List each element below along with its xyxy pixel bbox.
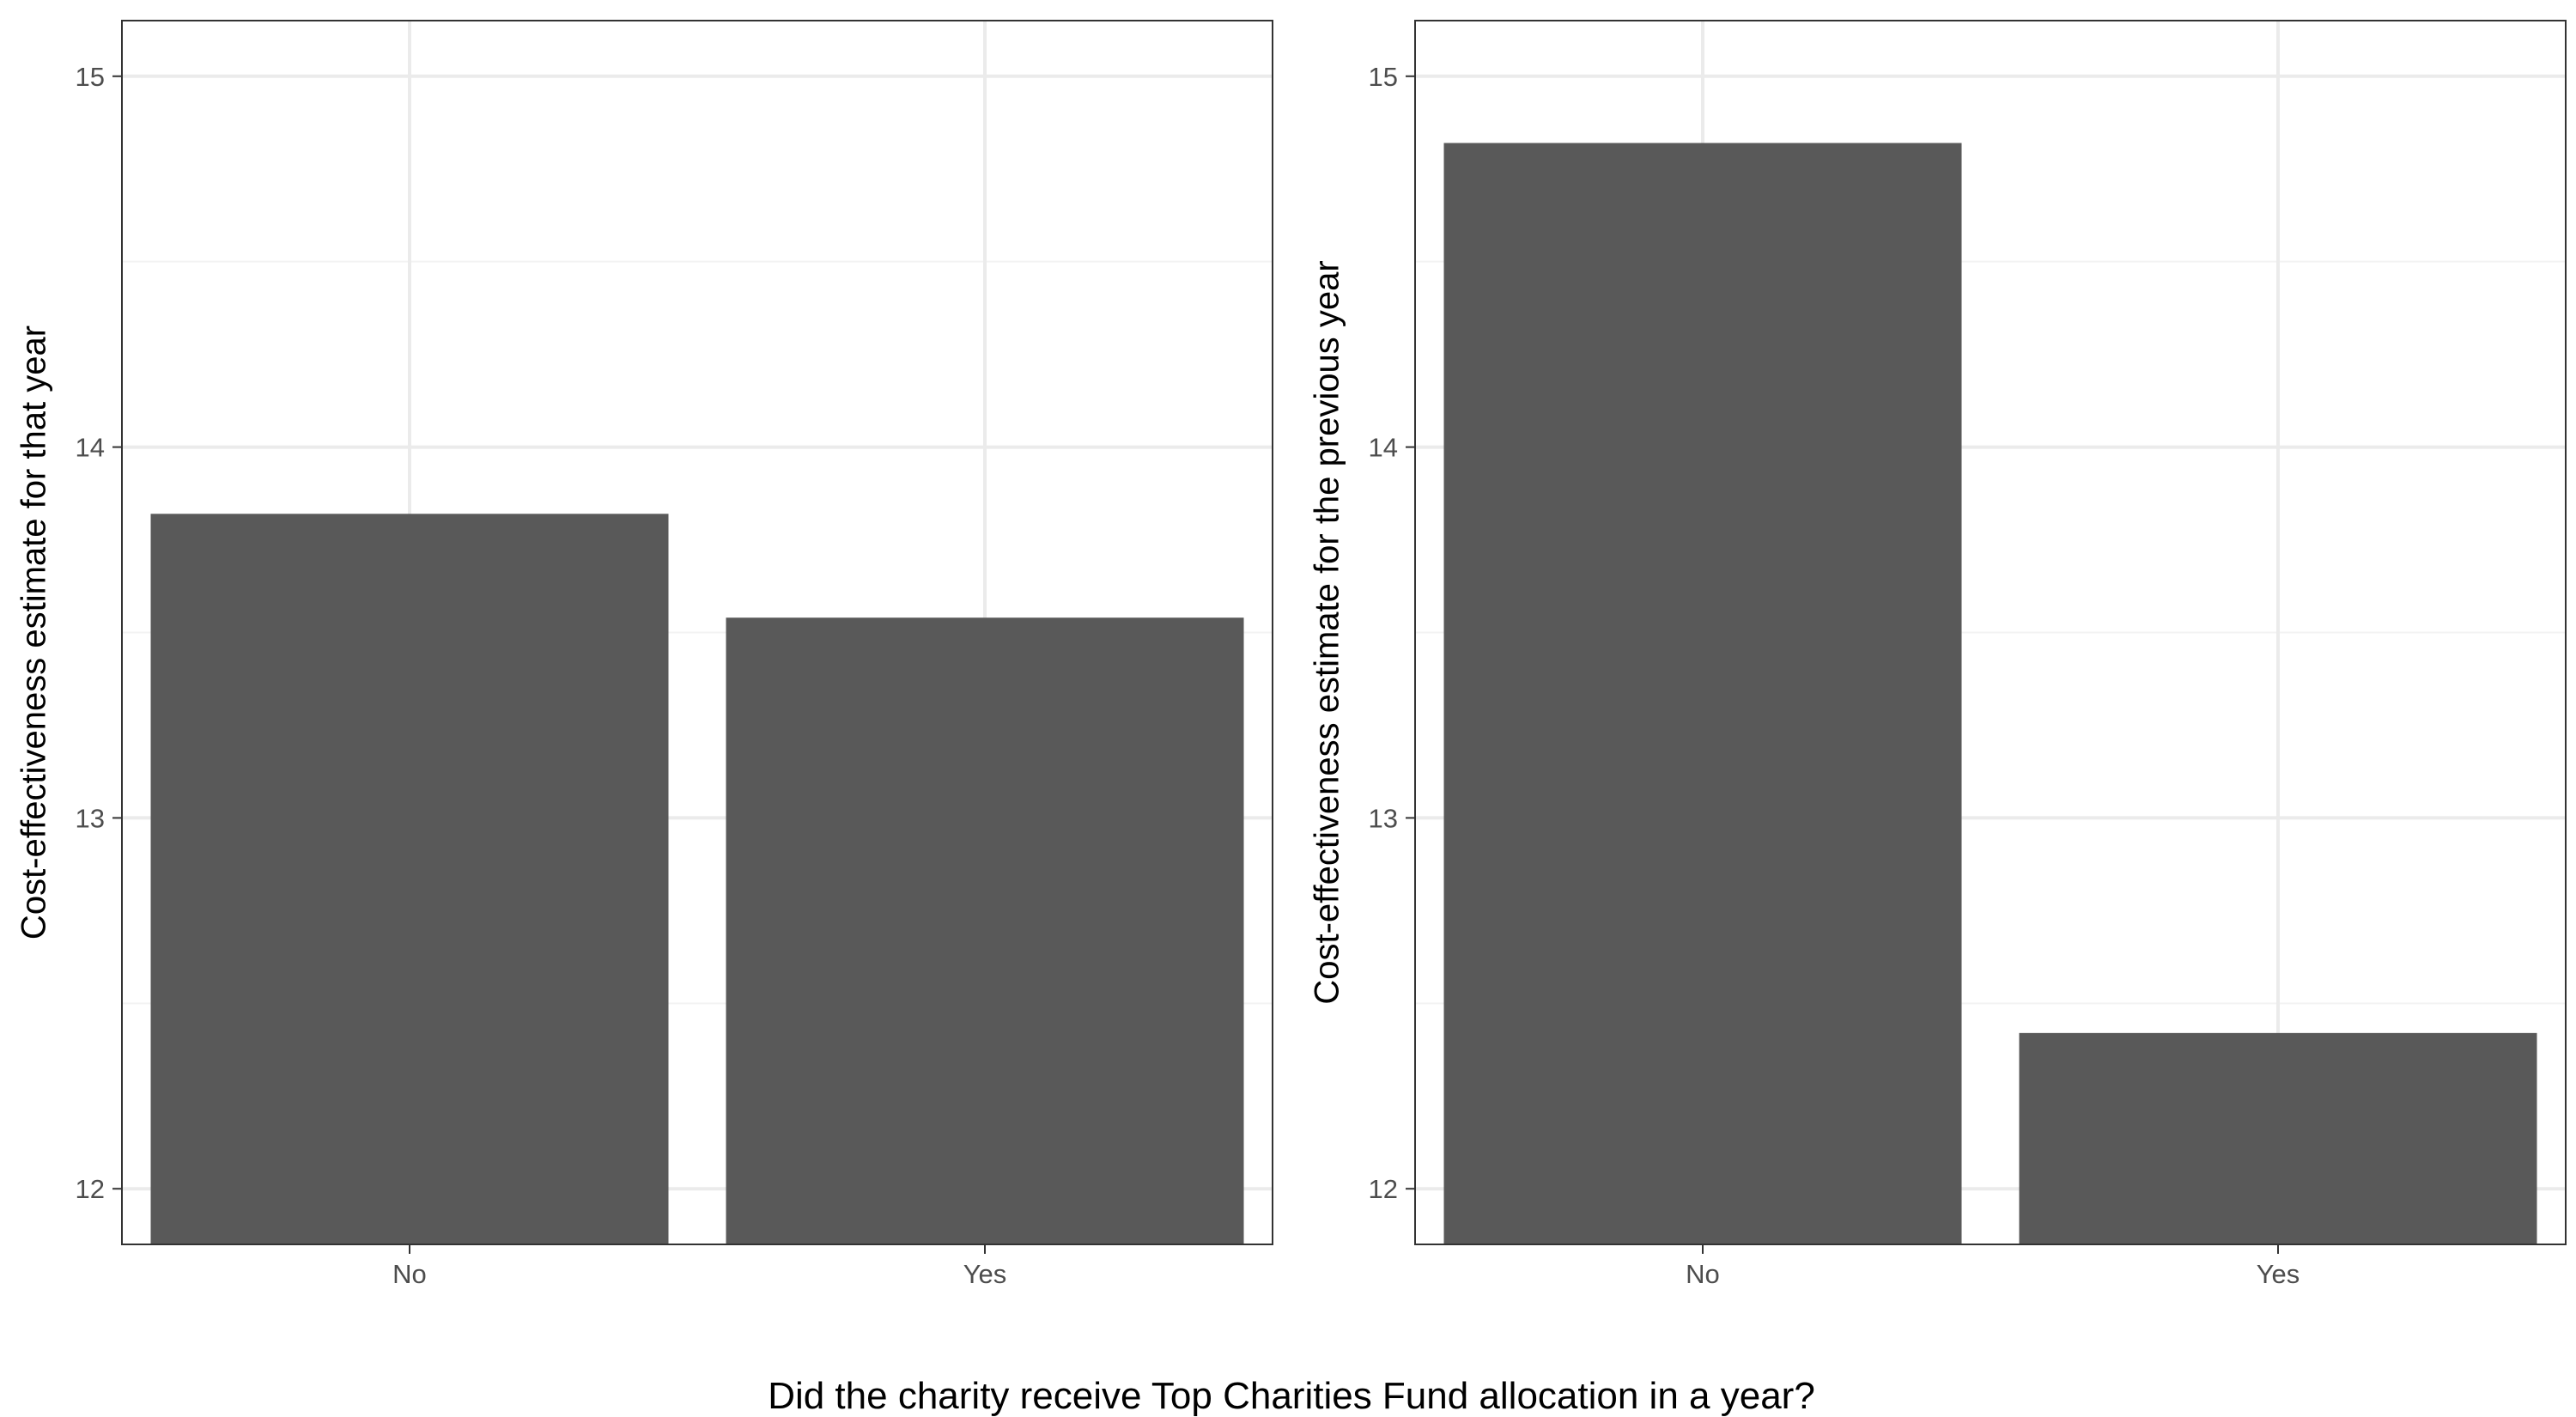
left-bar-no (150, 514, 669, 1244)
left-panel: 12 13 14 15 No Yes Cost-effectiveness estimate… (15, 20, 1273, 1289)
right-bar-yes (2019, 1032, 2537, 1244)
x-axis-caption: Did the charity receive Top Charities Fu… (768, 1375, 1815, 1417)
right-y-tick-label: 15 (1369, 62, 1398, 92)
left-y-tick-label: 14 (76, 433, 105, 463)
right-x-tick-label: Yes (2257, 1259, 2300, 1289)
left-y-tick-label: 15 (76, 62, 105, 92)
right-panel-border (1414, 20, 2567, 1245)
right-x-tick-label: No (1686, 1259, 1720, 1289)
right-y-tick-label: 12 (1369, 1174, 1398, 1204)
right-y-tick-label: 14 (1369, 433, 1398, 463)
left-bar-yes (726, 617, 1244, 1244)
left-x-tick-label: Yes (963, 1259, 1007, 1289)
right-bar-no (1443, 143, 1962, 1244)
left-y-tick-label: 13 (76, 803, 105, 833)
right-panel: 12 13 14 15 No Yes Cost-effectiveness estimate… (1309, 20, 2567, 1289)
left-x-tick-label: No (392, 1259, 427, 1289)
right-y-axis-title: Cost-effectiveness estimate for the prev… (1309, 260, 1346, 1004)
left-y-tick-label: 12 (76, 1174, 105, 1204)
left-panel-border (121, 20, 1273, 1245)
right-y-tick-label: 13 (1369, 803, 1398, 833)
left-y-axis-title: Cost-effectiveness estimate for that yea… (15, 325, 53, 940)
